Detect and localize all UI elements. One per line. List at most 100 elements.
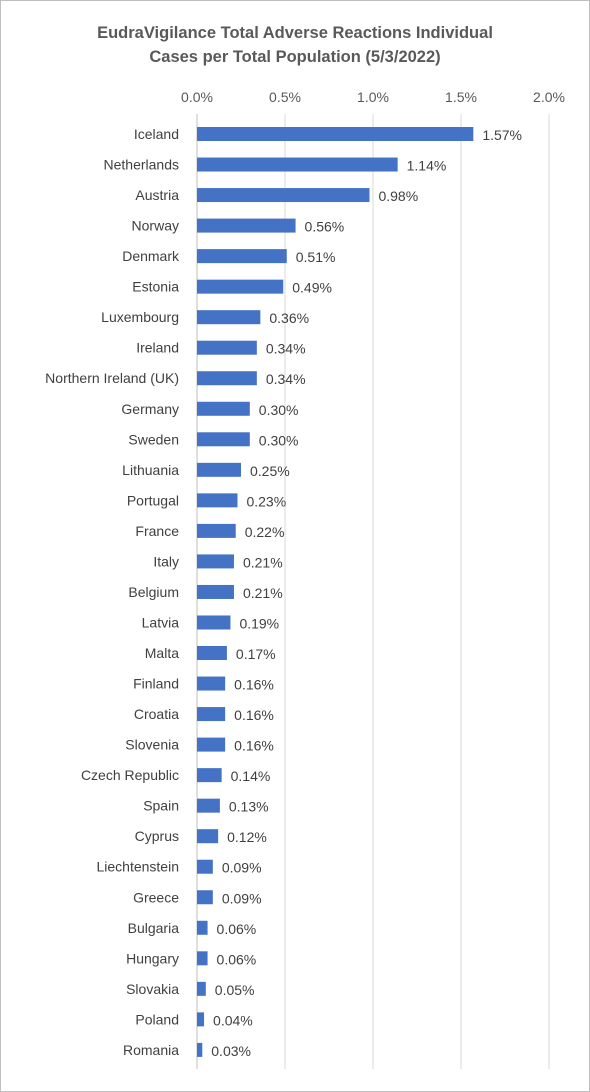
bar [197, 279, 284, 294]
data-label: 0.09% [222, 860, 262, 876]
data-label: 0.21% [243, 585, 283, 601]
category-label: Poland [135, 1011, 179, 1027]
bar [197, 1042, 203, 1057]
category-label: Sweden [128, 431, 179, 447]
bar [197, 554, 234, 569]
bar [197, 462, 241, 477]
data-label: 0.12% [227, 829, 267, 845]
data-label: 0.49% [292, 280, 332, 296]
category-label: Croatia [134, 706, 179, 722]
bar [197, 493, 238, 508]
bar [197, 646, 227, 661]
category-label: Italy [153, 553, 179, 569]
bar [197, 981, 206, 996]
data-label: 0.03% [211, 1043, 251, 1059]
category-label: Greece [133, 889, 179, 905]
bar [197, 523, 236, 538]
data-label: 0.05% [215, 982, 255, 998]
x-tick-label: 1.0% [357, 89, 389, 105]
data-label: 0.34% [266, 371, 306, 387]
category-label: Romania [123, 1042, 179, 1058]
data-label: 0.30% [259, 432, 299, 448]
bar [197, 890, 213, 905]
bar [197, 676, 226, 691]
bar [197, 340, 257, 355]
data-label: 0.17% [236, 646, 276, 662]
data-label: 0.16% [234, 738, 274, 754]
category-label: Lithuania [122, 462, 179, 478]
category-label: Germany [121, 401, 179, 417]
bar [197, 1012, 205, 1027]
chart-title-line-2: Cases per Total Population (5/3/2022) [149, 48, 441, 66]
category-label: Finland [133, 676, 179, 692]
chart-title-line-1: EudraVigilance Total Adverse Reactions I… [97, 24, 493, 42]
category-label: Cyprus [135, 828, 179, 844]
data-label: 0.34% [266, 341, 306, 357]
category-label: Slovenia [125, 737, 179, 753]
category-label: Bulgaria [128, 920, 180, 936]
category-label: Spain [143, 798, 179, 814]
bar [197, 920, 208, 935]
bar [197, 127, 474, 141]
bar [197, 859, 213, 874]
data-label: 0.25% [250, 463, 290, 479]
chart-title: EudraVigilance Total Adverse Reactions I… [1, 21, 589, 69]
category-label: Iceland [134, 126, 179, 142]
category-label: Portugal [127, 492, 179, 508]
bar [197, 951, 208, 966]
data-label: 0.30% [259, 402, 299, 418]
category-label: Denmark [122, 248, 180, 264]
data-label: 0.04% [213, 1012, 253, 1028]
category-label: Netherlands [104, 157, 180, 173]
data-label: 0.51% [296, 249, 336, 265]
data-label: 0.06% [217, 951, 257, 967]
data-label: 0.98% [378, 188, 418, 204]
category-label: Luxembourg [101, 309, 179, 325]
category-label: France [135, 523, 179, 539]
category-label: Liechtenstein [96, 859, 179, 875]
bar [197, 829, 219, 844]
data-label: 0.36% [269, 310, 309, 326]
x-tick-label: 0.5% [269, 89, 301, 105]
bar [197, 615, 231, 630]
data-label: 0.19% [239, 615, 279, 631]
data-label: 1.14% [407, 158, 447, 174]
bar [197, 371, 257, 386]
category-label: Slovakia [126, 981, 179, 997]
x-tick-label: 2.0% [533, 89, 565, 105]
bar [197, 432, 250, 447]
x-tick-label: 1.5% [445, 89, 477, 105]
category-label: Malta [145, 645, 179, 661]
bar [197, 798, 220, 813]
bar [197, 249, 287, 264]
category-label: Norway [132, 218, 179, 234]
data-label: 0.06% [217, 921, 257, 937]
data-label: 0.16% [234, 677, 274, 693]
data-label: 0.13% [229, 799, 269, 815]
bar [197, 401, 250, 416]
bar [197, 188, 370, 203]
category-label: Hungary [126, 950, 179, 966]
category-label: Latvia [142, 614, 180, 630]
bar [197, 310, 261, 325]
data-label: 1.57% [482, 127, 522, 143]
category-label: Ireland [136, 340, 179, 356]
category-label: Austria [135, 187, 179, 203]
category-label: Estonia [132, 279, 179, 295]
data-label: 0.14% [231, 768, 271, 784]
bar [197, 707, 226, 722]
bar [197, 737, 226, 752]
bar [197, 218, 296, 233]
x-tick-label: 0.0% [181, 89, 213, 105]
data-label: 0.16% [234, 707, 274, 723]
data-label: 0.56% [305, 219, 345, 235]
data-label: 0.22% [245, 524, 285, 540]
bar [197, 157, 398, 172]
data-label: 0.09% [222, 890, 262, 906]
data-label: 0.21% [243, 554, 283, 570]
category-label: Czech Republic [81, 767, 179, 783]
bar [197, 768, 222, 783]
bar [197, 584, 234, 599]
